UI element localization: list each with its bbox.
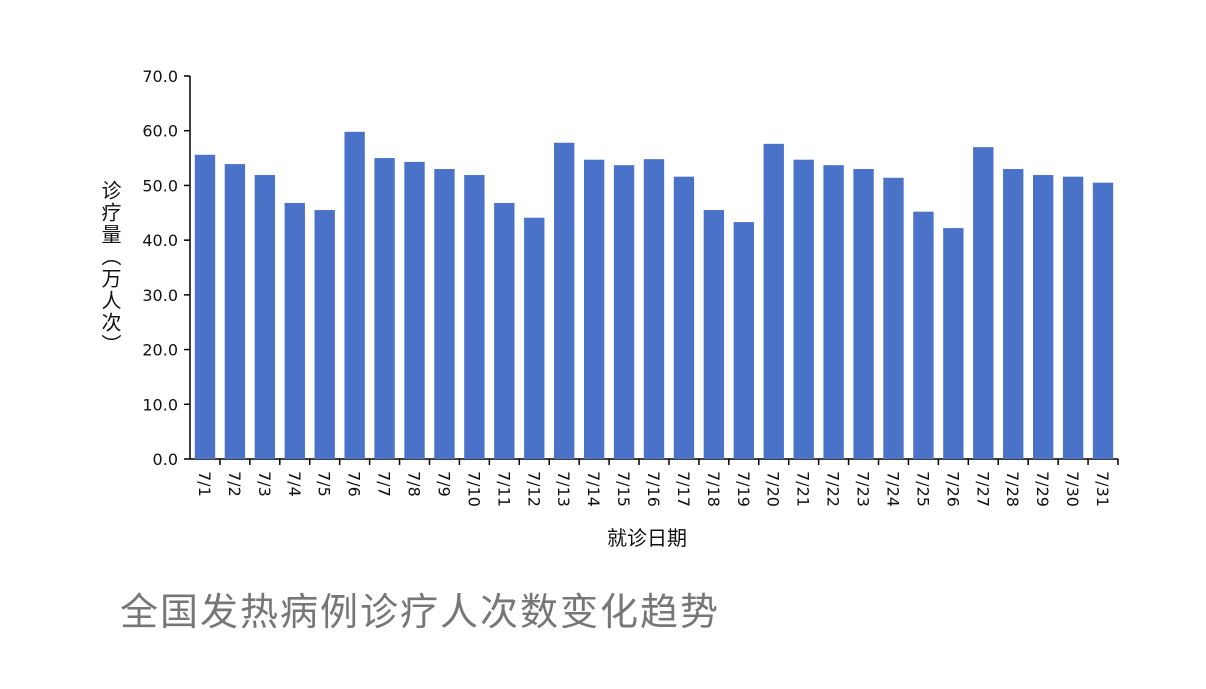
x-tick-label: 7/3 (255, 471, 274, 497)
x-tick-label: 7/1 (195, 471, 214, 497)
x-tick-label: 7/15 (614, 471, 633, 507)
x-tick-label: 7/24 (883, 471, 902, 507)
bar (763, 143, 784, 460)
x-tick-label: 7/4 (285, 471, 304, 497)
bar (224, 164, 246, 459)
bar (314, 210, 335, 459)
bar (284, 202, 305, 460)
bar (1092, 182, 1114, 459)
x-tick-label: 7/7 (375, 471, 394, 497)
bar (434, 169, 455, 459)
x-tick-label: 7/20 (764, 471, 783, 507)
x-tick-label: 7/2 (225, 471, 244, 497)
x-tick-label: 7/11 (494, 471, 513, 507)
x-tick-label: 7/13 (554, 471, 573, 507)
x-tick-label: 7/6 (345, 471, 364, 497)
chart-title: 全国发热病例诊疗人次数变化趋势 (120, 590, 720, 634)
bar (1062, 176, 1084, 459)
bar (194, 154, 216, 459)
x-tick-label: 7/8 (405, 471, 424, 497)
x-tick-label: 7/21 (794, 471, 813, 507)
x-tick-label: 7/19 (734, 471, 753, 507)
bar (254, 175, 276, 460)
bar (583, 159, 605, 459)
x-tick-label: 7/31 (1093, 471, 1112, 507)
x-tick-label: 7/16 (644, 471, 663, 507)
bar (703, 210, 725, 459)
bar (733, 222, 754, 459)
y-tick-label: 10.0 (142, 395, 178, 414)
x-tick-label: 7/23 (854, 471, 873, 507)
x-tick-label: 7/17 (674, 471, 693, 507)
x-tick-label: 7/29 (1033, 471, 1052, 507)
x-tick-label: 7/18 (704, 471, 723, 507)
bar (913, 211, 934, 459)
bar (853, 169, 874, 459)
x-tick-label: 7/27 (973, 471, 992, 507)
x-tick-label: 7/28 (1003, 471, 1022, 507)
bar (554, 142, 575, 459)
bar (973, 147, 994, 459)
x-axis-label: 就诊日期 (607, 526, 687, 550)
bar (1032, 175, 1054, 460)
x-tick-label: 7/5 (315, 471, 334, 497)
bar (613, 165, 635, 460)
bar (943, 228, 964, 459)
x-tick-label: 7/10 (464, 471, 483, 507)
y-tick-label: 60.0 (142, 122, 178, 141)
bar (344, 131, 365, 459)
x-tick-label: 7/14 (584, 471, 603, 507)
y-tick-label: 20.0 (142, 341, 178, 360)
bar (404, 161, 425, 459)
bar (1003, 169, 1024, 459)
y-tick-label: 0.0 (153, 450, 178, 469)
bar (374, 158, 395, 460)
y-tick-label: 40.0 (142, 231, 178, 250)
bar (823, 165, 844, 460)
x-tick-label: 7/9 (434, 471, 453, 497)
y-axis-label: 诊疗量（万人次） (98, 180, 122, 356)
bar (643, 159, 665, 459)
x-tick-label: 7/26 (943, 471, 962, 507)
bar (793, 159, 814, 459)
x-tick-label: 7/12 (524, 471, 543, 507)
bar (464, 175, 485, 460)
bar (883, 177, 904, 460)
bar (494, 202, 515, 460)
x-tick-label: 7/30 (1063, 471, 1082, 507)
y-tick-label: 70.0 (142, 67, 178, 86)
bar (524, 217, 545, 459)
y-tick-label: 30.0 (142, 286, 178, 305)
bar (673, 176, 695, 459)
x-tick-label: 7/22 (824, 471, 843, 507)
x-tick-label: 7/25 (913, 471, 932, 507)
y-tick-label: 50.0 (142, 176, 178, 195)
